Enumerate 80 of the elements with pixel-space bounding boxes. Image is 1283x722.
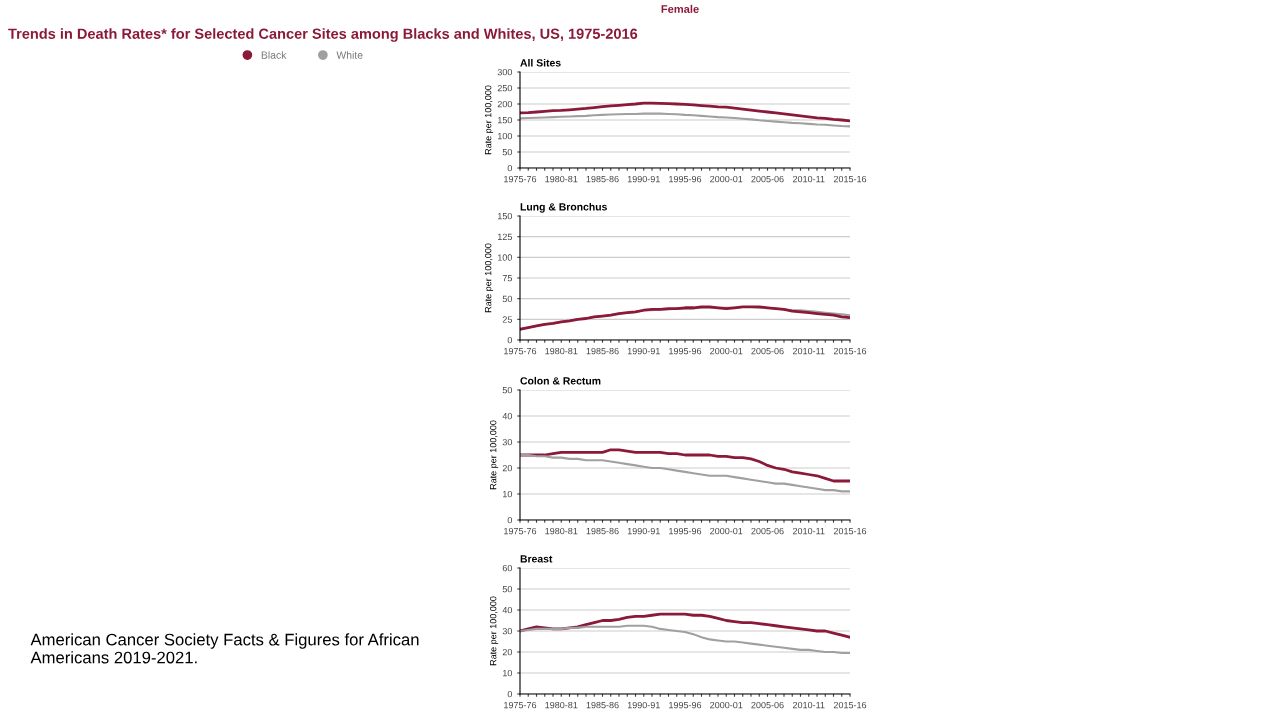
x-tick-label: 1985-86 <box>586 701 619 709</box>
x-tick-label: 2015-16 <box>833 701 867 709</box>
x-tick-label: 2015-16 <box>833 175 867 183</box>
x-tick-label: 2000-01 <box>710 347 743 355</box>
y-tick-label: 0 <box>507 516 513 524</box>
y-tick-label: 40 <box>502 606 513 614</box>
legend-label: Black <box>261 51 287 59</box>
y-tick-label: 150 <box>497 212 513 220</box>
y-tick-label: 250 <box>497 84 513 92</box>
y-tick-label: 20 <box>502 464 513 472</box>
y-tick-label: 0 <box>507 690 513 698</box>
text: Female <box>661 4 699 13</box>
y-tick-label: 200 <box>497 100 513 108</box>
y-tick-label: 50 <box>502 585 513 593</box>
y-tick-label: 100 <box>497 132 513 140</box>
x-tick-label: 2010-11 <box>792 527 825 535</box>
legend-label: White <box>336 51 363 59</box>
x-tick-label: 2000-01 <box>710 701 743 709</box>
x-tick-label: 1975-76 <box>504 175 537 183</box>
x-tick-label: 1985-86 <box>586 527 619 535</box>
y-tick-label: 0 <box>507 164 513 172</box>
y-axis-title: Rate per 100,000 <box>484 85 494 155</box>
y-tick-label: 10 <box>503 669 513 677</box>
y-axis-title: Rate per 100,000 <box>489 596 499 666</box>
y-tick-label: 150 <box>497 116 513 124</box>
x-tick-label: 2015-16 <box>833 347 867 355</box>
x-tick-label: 2015-16 <box>833 527 867 535</box>
chart-title: Lung & Bronchus <box>520 202 607 213</box>
line-series <box>520 112 850 128</box>
y-tick-label: 50 <box>502 386 513 394</box>
line-series <box>520 624 850 655</box>
y-tick-label: 25 <box>502 316 512 323</box>
x-tick-label: 1995-96 <box>669 701 702 709</box>
x-tick-label: 1980-81 <box>545 701 578 709</box>
chart-title: Colon & Rectum <box>520 376 601 385</box>
y-tick-label: 125 <box>497 233 512 241</box>
x-tick-label: 2000-01 <box>710 527 743 535</box>
text: Trends in Death Rates* for Selected Cancer Sites among Blacks and Whites, US, 1975-2016 <box>8 28 638 42</box>
x-tick-label: 2000-01 <box>710 175 743 183</box>
y-tick-label: 300 <box>497 68 513 76</box>
y-tick-label: 20 <box>502 648 513 656</box>
y-tick-label: 50 <box>502 148 513 156</box>
y-tick-label: 75 <box>502 275 512 282</box>
x-tick-label: 2005-06 <box>751 527 784 535</box>
x-tick-label: 1990-91 <box>627 527 660 535</box>
x-tick-label: 1975-76 <box>504 347 537 355</box>
x-tick-label: 1990-91 <box>627 701 660 709</box>
x-tick-label: 2005-06 <box>751 347 784 355</box>
x-tick-label: 1985-86 <box>586 347 619 355</box>
text: American Cancer Society Facts & Figures for African Americans 2019-2021. <box>30 633 419 664</box>
x-tick-label: 1995-96 <box>669 527 702 535</box>
y-axis-title: Rate per 100,000 <box>484 243 494 313</box>
y-tick-label: 60 <box>502 564 513 572</box>
chart-title: Breast <box>520 555 553 563</box>
line-series <box>520 453 850 493</box>
x-tick-label: 1985-86 <box>586 175 619 183</box>
y-tick-label: 100 <box>497 254 513 261</box>
x-tick-label: 1990-91 <box>627 347 660 355</box>
x-tick-label: 2005-06 <box>751 175 784 183</box>
x-tick-label: 2005-06 <box>751 701 784 709</box>
x-tick-label: 1995-96 <box>669 175 702 183</box>
y-tick-label: 0 <box>507 336 513 344</box>
x-tick-label: 2010-11 <box>792 701 825 709</box>
x-tick-label: 1975-76 <box>504 701 537 709</box>
y-tick-label: 40 <box>502 412 513 420</box>
x-tick-label: 1980-81 <box>545 527 578 535</box>
x-tick-label: 1980-81 <box>545 175 578 183</box>
y-tick-label: 30 <box>502 627 513 635</box>
y-tick-label: 50 <box>502 295 513 303</box>
y-tick-label: 30 <box>502 438 513 446</box>
x-tick-label: 1980-81 <box>545 347 578 355</box>
x-tick-label: 1995-96 <box>669 347 702 355</box>
x-tick-label: 2010-11 <box>792 175 825 183</box>
y-axis-title: Rate per 100,000 <box>489 420 499 490</box>
x-tick-label: 2010-11 <box>792 347 825 355</box>
x-tick-label: 1990-91 <box>627 175 660 183</box>
line-series <box>520 101 850 123</box>
x-tick-label: 1975-76 <box>504 527 537 535</box>
chart-title: All Sites <box>520 58 561 67</box>
y-tick-label: 10 <box>503 490 513 498</box>
